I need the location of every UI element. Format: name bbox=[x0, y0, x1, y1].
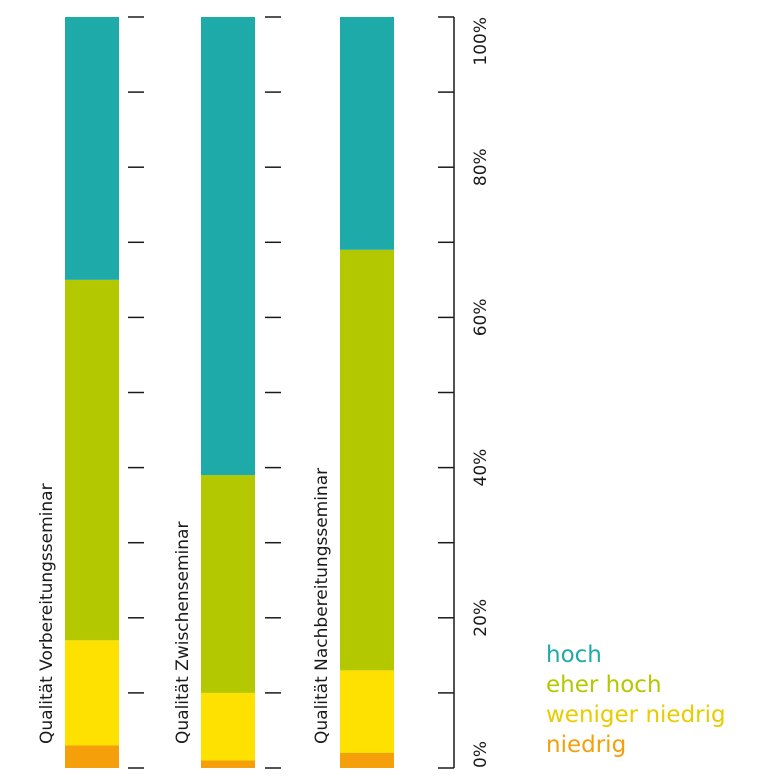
y-tick-label-100: 100% bbox=[471, 17, 491, 66]
bar-segment-niedrig-1 bbox=[65, 745, 119, 768]
bar-segment-weniger-niedrig-3 bbox=[340, 670, 394, 753]
legend-item-hoch: hoch bbox=[546, 642, 602, 668]
bar-segment-hoch-3 bbox=[340, 17, 394, 250]
category-label-1: Qualität Vorbereitungsseminar bbox=[37, 483, 57, 744]
bar-segment-eher-hoch-3 bbox=[340, 249, 394, 671]
legend-item-niedrig: niedrig bbox=[546, 732, 627, 758]
y-tick-label-40: 40% bbox=[471, 449, 491, 487]
y-tick-label-80: 80% bbox=[471, 148, 491, 186]
category-label-3: Qualität Nachbereitungsseminar bbox=[312, 468, 332, 744]
category-label-2: Qualität Zwischenseminar bbox=[173, 522, 193, 744]
legend: hoch eher hoch weniger niedrig niedrig bbox=[546, 640, 726, 760]
bar-segment-weniger-niedrig-2 bbox=[201, 692, 255, 761]
bar-segment-eher-hoch-2 bbox=[201, 475, 255, 693]
bar-segment-niedrig-2 bbox=[201, 760, 255, 768]
bar-segment-niedrig-3 bbox=[340, 752, 394, 768]
bar-segment-hoch-1 bbox=[65, 17, 119, 280]
bar-segment-hoch-2 bbox=[201, 17, 255, 476]
legend-item-eher-hoch: eher hoch bbox=[546, 672, 662, 698]
bar-segment-weniger-niedrig-1 bbox=[65, 640, 119, 746]
legend-item-weniger-niedrig: weniger niedrig bbox=[546, 702, 726, 728]
y-tick-label-0: 0% bbox=[471, 741, 491, 768]
y-tick-label-60: 60% bbox=[471, 299, 491, 337]
y-tick-label-20: 20% bbox=[471, 599, 491, 637]
bar-segment-eher-hoch-1 bbox=[65, 279, 119, 641]
